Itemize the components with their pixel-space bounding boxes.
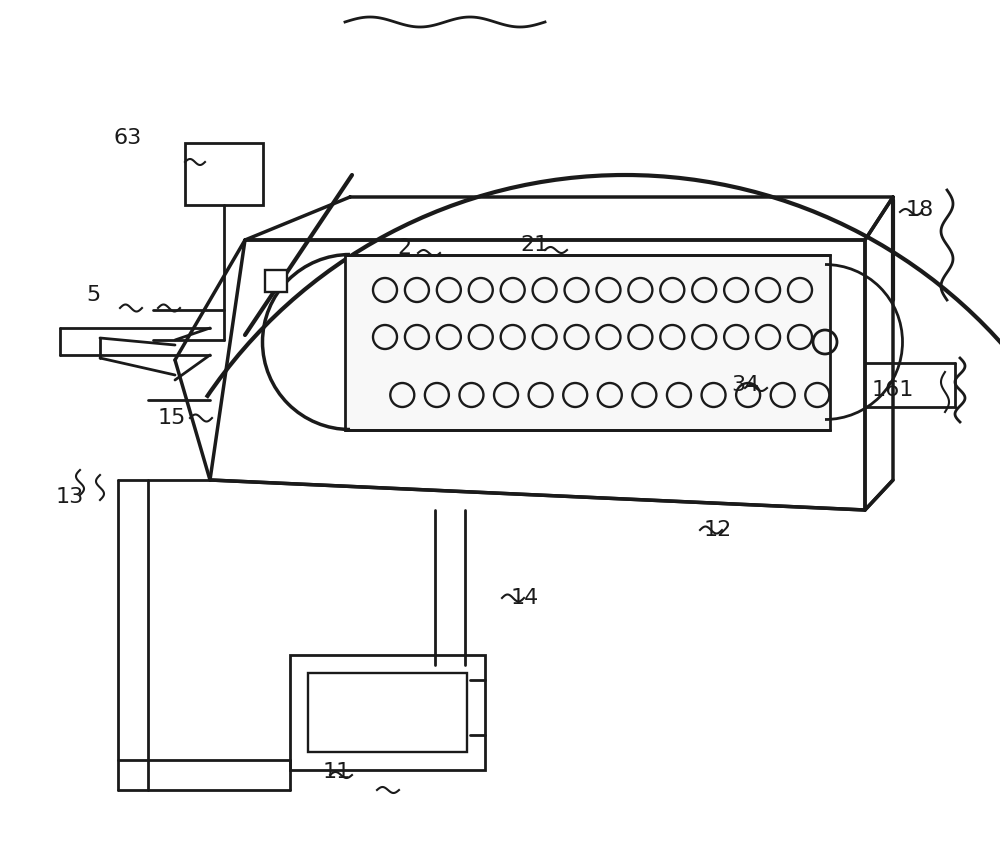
Text: 14: 14: [511, 588, 539, 608]
Bar: [265, 270, 287, 292]
Bar: [185, 143, 263, 205]
Text: 13: 13: [56, 487, 84, 507]
Text: 161: 161: [872, 380, 914, 400]
Text: 5: 5: [86, 285, 100, 305]
Bar: [345, 255, 830, 430]
Text: 11: 11: [323, 762, 351, 782]
Text: 2: 2: [397, 238, 411, 258]
Text: 12: 12: [704, 520, 732, 540]
Bar: [290, 655, 485, 770]
Bar: [308, 673, 467, 752]
Text: 63: 63: [114, 128, 142, 148]
Text: 34: 34: [731, 375, 759, 395]
Text: 21: 21: [521, 235, 549, 255]
Text: 18: 18: [906, 200, 934, 220]
Text: 15: 15: [158, 408, 186, 428]
